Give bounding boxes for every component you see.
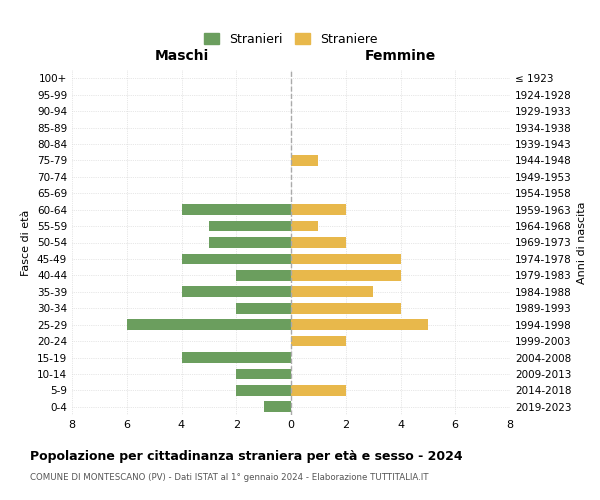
Bar: [182, 254, 291, 264]
Bar: [291, 286, 373, 297]
Bar: [236, 303, 291, 314]
Bar: [291, 204, 346, 215]
Bar: [236, 385, 291, 396]
Bar: [209, 220, 291, 232]
Bar: [209, 237, 291, 248]
Text: COMUNE DI MONTESCANO (PV) - Dati ISTAT al 1° gennaio 2024 - Elaborazione TUTTITA: COMUNE DI MONTESCANO (PV) - Dati ISTAT a…: [30, 472, 428, 482]
Bar: [291, 220, 319, 232]
Bar: [291, 320, 428, 330]
Bar: [182, 286, 291, 297]
Bar: [127, 320, 291, 330]
Y-axis label: Anni di nascita: Anni di nascita: [577, 201, 587, 284]
Bar: [291, 237, 346, 248]
Y-axis label: Fasce di età: Fasce di età: [22, 210, 31, 276]
Bar: [263, 402, 291, 412]
Bar: [291, 270, 401, 280]
Bar: [182, 204, 291, 215]
Bar: [291, 303, 401, 314]
Bar: [182, 352, 291, 363]
Text: Popolazione per cittadinanza straniera per età e sesso - 2024: Popolazione per cittadinanza straniera p…: [30, 450, 463, 463]
Text: Femmine: Femmine: [365, 49, 436, 63]
Bar: [291, 155, 319, 166]
Legend: Stranieri, Straniere: Stranieri, Straniere: [199, 28, 383, 51]
Bar: [291, 385, 346, 396]
Bar: [291, 254, 401, 264]
Text: Maschi: Maschi: [154, 49, 209, 63]
Bar: [236, 368, 291, 380]
Bar: [291, 336, 346, 346]
Bar: [236, 270, 291, 280]
